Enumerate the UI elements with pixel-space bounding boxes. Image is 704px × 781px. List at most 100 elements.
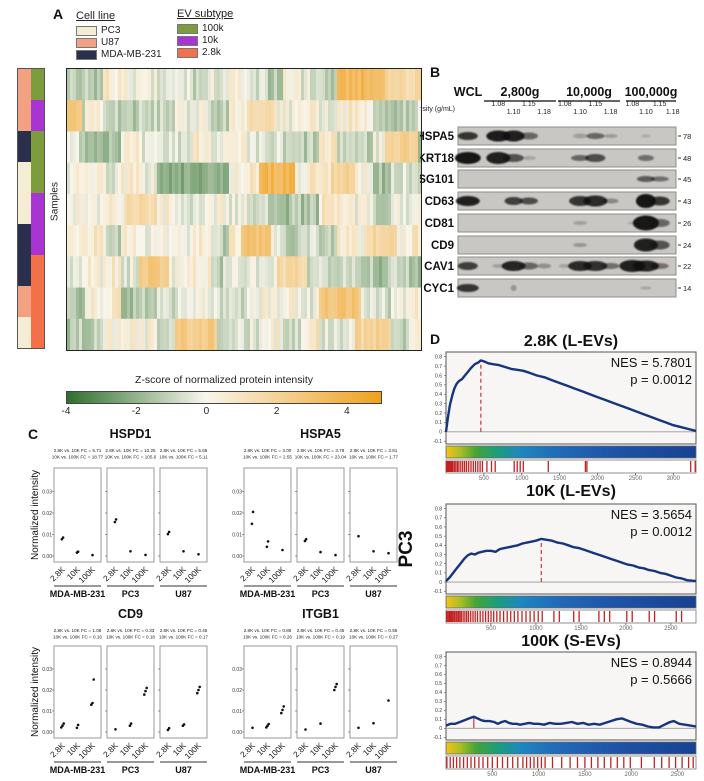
data-point <box>129 722 133 725</box>
blot-band <box>501 261 526 271</box>
blot-band <box>502 130 525 142</box>
annotation-row <box>18 224 44 255</box>
data-point <box>387 551 390 555</box>
gsea-ytick-label: 0.5 <box>435 383 442 389</box>
blot-band <box>649 219 670 227</box>
blot-band <box>537 263 552 269</box>
blot-row-CAV1: CAV1 22 <box>424 256 691 276</box>
gsea-frame <box>445 351 697 445</box>
data-point <box>128 724 132 727</box>
dotplot-cellline-label: PC3 <box>122 589 140 599</box>
data-point <box>197 553 200 556</box>
blot-band <box>632 260 659 272</box>
data-point <box>91 701 94 705</box>
blot-group-header: 100,000g <box>625 85 678 99</box>
dotplot-ytick-label: 0.00 <box>232 554 242 560</box>
dotplot-xtick-label: 100K <box>373 565 393 585</box>
blot-band <box>603 134 618 138</box>
gsea-ytick-label: 0 <box>439 726 442 732</box>
dotplot-title: CD9 <box>118 607 143 621</box>
dotplot-frame <box>106 467 155 563</box>
gsea-xtick-label: 2000 <box>625 772 639 778</box>
gsea-ytick-label: 0.7 <box>435 364 442 370</box>
blot-band <box>583 261 608 271</box>
dotplot-ytick-label: 0.01 <box>232 709 242 715</box>
gsea-hit-barcode <box>445 609 697 624</box>
gsea-title: 100K (S-EVs) <box>521 633 621 650</box>
cell-line-label: MDA-MB-231 <box>101 49 162 60</box>
dotplot-xtick-label: 100K <box>267 565 287 585</box>
ev-subtype-label: 100k <box>202 23 224 34</box>
gsea-ytick-label: -0.1 <box>433 439 442 445</box>
blot-group-header: 10,000g <box>566 85 612 99</box>
data-point <box>372 721 375 725</box>
blot-band <box>457 262 478 270</box>
cell-line-label: PC3 <box>101 25 121 36</box>
cell-line-swatch <box>76 37 97 48</box>
data-point <box>281 548 284 552</box>
blot-band <box>571 155 590 161</box>
ev-subtype-annotation <box>31 162 44 193</box>
gsea-ytick-label: 0.1 <box>435 420 442 426</box>
density-tick-label: 1.08 <box>626 101 640 108</box>
blot-band <box>635 194 656 208</box>
data-point <box>319 550 322 554</box>
gsea-nes-value: NES = 0.8944 <box>611 655 692 670</box>
dotplot-ytick-label: 0.01 <box>232 533 242 539</box>
dotplot-xtick-label: 2.8K <box>239 565 258 584</box>
heatmap-colorbar-title: Z-score of normalized protein intensity <box>135 374 313 386</box>
cell-line-swatch <box>76 49 97 60</box>
cell-line-item: MDA-MB-231 <box>76 49 162 60</box>
fc-annotation: 10K vs. 100K FC = 2.55 <box>243 455 292 460</box>
blot-mw-label: 43 <box>683 197 691 206</box>
heatmap <box>66 68 422 351</box>
data-point <box>114 728 117 731</box>
dotplot-xtick-label: 2.8K <box>292 741 311 760</box>
ev-subtype-annotation <box>31 193 44 224</box>
gsea-rank-colorbar <box>445 741 697 755</box>
blot-group-header: WCL <box>454 85 483 99</box>
dotplot-xtick-label: 2.8K <box>49 565 68 584</box>
blot-band <box>640 134 651 138</box>
dotplot-frame <box>159 645 208 739</box>
blot-band <box>510 285 517 291</box>
dotplot-cellline-label: U87 <box>365 589 382 599</box>
density-tick-label: 1.10 <box>639 109 653 116</box>
data-point <box>387 699 390 702</box>
ev-subtype-annotation <box>31 317 44 348</box>
cell-line-annotation <box>18 286 31 317</box>
blot-band <box>558 264 571 268</box>
gsea-rank-colorbar <box>445 445 697 459</box>
data-point <box>267 722 270 726</box>
gsea-p-value: p = 0.0012 <box>630 372 692 387</box>
data-point <box>281 708 284 712</box>
dotplot-ytick-label: 0.01 <box>42 709 52 715</box>
blot-band <box>585 154 606 162</box>
dotplot-frame <box>296 467 345 563</box>
panel-c-label: C <box>28 426 39 442</box>
blot-band <box>650 263 669 269</box>
dotplot-xtick-label: 2.8K <box>345 565 364 584</box>
data-point <box>251 726 254 730</box>
annotation-row <box>18 317 44 348</box>
blot-row-CD9: CD9 24 <box>431 235 691 255</box>
fc-annotation: 10K vs. 100K FC = 0.26 <box>243 635 292 640</box>
data-point <box>304 537 308 541</box>
annotation-row <box>18 193 44 224</box>
blot-band <box>503 154 524 162</box>
dotplot-cellline-label: PC3 <box>312 765 330 775</box>
data-point <box>335 682 339 686</box>
dotplot-cellline-label: U87 <box>175 765 192 775</box>
gsea-row-label: PC3 <box>396 531 417 568</box>
blot-protein-label: CD9 <box>431 240 454 252</box>
density-tick-label: 1.15 <box>653 101 667 108</box>
blot-band <box>639 286 652 290</box>
fc-annotation: 10K vs. 100K FC = 23.04 <box>295 455 347 460</box>
annotation-row <box>18 255 44 286</box>
annotation-row <box>18 100 44 131</box>
blot-row-KRT18: KRT18 48 <box>420 148 691 168</box>
gsea-p-value: p = 0.0012 <box>630 524 692 539</box>
dotplot-title: HSPD1 <box>110 427 152 441</box>
dotplot-ytick-label: 0.02 <box>42 511 52 517</box>
data-point <box>265 545 269 549</box>
